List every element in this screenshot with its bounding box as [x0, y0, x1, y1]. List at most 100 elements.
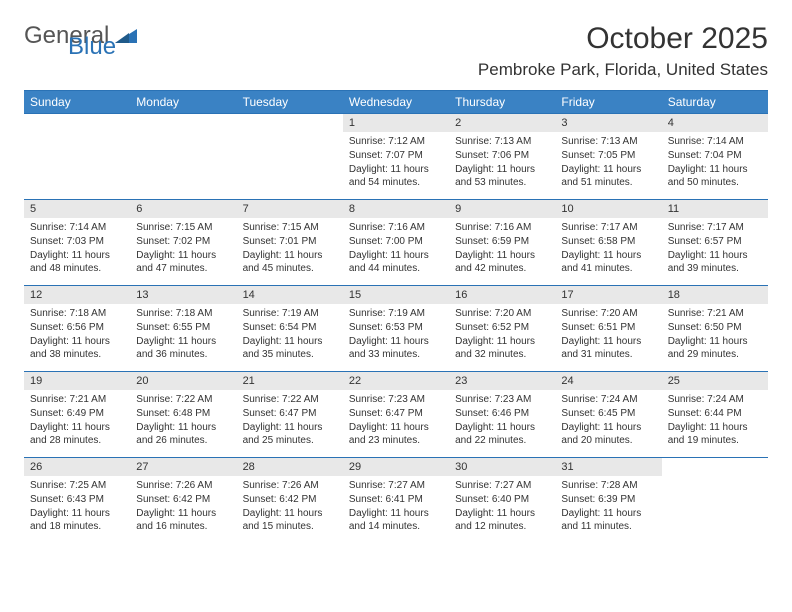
- sunset-text: Sunset: 7:07 PM: [349, 149, 443, 162]
- day-number: 31: [555, 458, 661, 476]
- week-row: 26Sunrise: 7:25 AMSunset: 6:43 PMDayligh…: [24, 457, 768, 543]
- title-block: October 2025 Pembroke Park, Florida, Uni…: [478, 22, 768, 80]
- sunrise-text: Sunrise: 7:21 AM: [30, 393, 124, 406]
- week-row: 12Sunrise: 7:18 AMSunset: 6:56 PMDayligh…: [24, 285, 768, 371]
- sunrise-text: Sunrise: 7:22 AM: [243, 393, 337, 406]
- sunrise-text: Sunrise: 7:18 AM: [136, 307, 230, 320]
- day-cell: 19Sunrise: 7:21 AMSunset: 6:49 PMDayligh…: [24, 372, 130, 457]
- sunrise-text: Sunrise: 7:27 AM: [349, 479, 443, 492]
- day-body: Sunrise: 7:19 AMSunset: 6:54 PMDaylight:…: [237, 304, 343, 368]
- day-number: 14: [237, 286, 343, 304]
- day-body: Sunrise: 7:24 AMSunset: 6:45 PMDaylight:…: [555, 390, 661, 454]
- day-body: Sunrise: 7:17 AMSunset: 6:57 PMDaylight:…: [662, 218, 768, 282]
- day-cell: 4Sunrise: 7:14 AMSunset: 7:04 PMDaylight…: [662, 114, 768, 199]
- sunrise-text: Sunrise: 7:21 AM: [668, 307, 762, 320]
- week-row: 19 Sunrise: 7:21 AMSunset: 6:49 PM Dayligh…: [24, 371, 768, 457]
- sunset-text: Sunset: 6:57 PM: [668, 235, 762, 248]
- day-body: Sunrise: 7:18 AMSunset: 6:56 PMDaylight:…: [24, 304, 130, 368]
- sunrise-text: Sunrise: 7:20 AM: [455, 307, 549, 320]
- daylight-text: Daylight: 11 hours and 32 minutes.: [455, 335, 549, 361]
- day-cell: [662, 458, 768, 543]
- daylight-text: Daylight: 11 hours and 39 minutes.: [668, 249, 762, 275]
- daylight-text: Daylight: 11 hours and 47 minutes.: [136, 249, 230, 275]
- day-cell: 14Sunrise: 7:19 AMSunset: 6:54 PMDayligh…: [237, 286, 343, 371]
- day-number: 30: [449, 458, 555, 476]
- day-cell: 31 Sunrise: 7:28 AMSunset: 6:39 PMDayligh…: [555, 458, 661, 543]
- weekday-friday: Friday: [555, 91, 661, 113]
- day-body: Sunrise: 7:18 AMSunset: 6:55 PMDaylight:…: [130, 304, 236, 368]
- sunrise-text: Sunrise: 7:27 AM: [455, 479, 549, 492]
- sunrise-text: Sunrise: 7:17 AM: [668, 221, 762, 234]
- day-number: 22: [343, 372, 449, 390]
- day-body: Sunrise: 7:24 AMSunset: 6:44 PMDaylight:…: [662, 390, 768, 454]
- sunset-text: Sunset: 6:49 PM: [30, 407, 124, 420]
- daylight-text: Daylight: 11 hours and 26 minutes.: [136, 421, 230, 447]
- day-body: Sunrise: 7:17 AMSunset: 6:58 PMDaylight:…: [555, 218, 661, 282]
- sunrise-text: Sunrise: 7:26 AM: [243, 479, 337, 492]
- sunset-text: Sunset: 6:40 PM: [455, 493, 549, 506]
- day-cell: 16Sunrise: 7:20 AMSunset: 6:52 PMDayligh…: [449, 286, 555, 371]
- daylight-text: Daylight: 11 hours and 18 minutes.: [30, 507, 124, 533]
- day-cell: 15Sunrise: 7:19 AMSunset: 6:53 PMDayligh…: [343, 286, 449, 371]
- sunset-text: Sunset: 6:42 PM: [243, 493, 337, 506]
- day-number: 1: [343, 114, 449, 132]
- sunrise-text: Sunrise: 7:19 AM: [349, 307, 443, 320]
- sunset-text: Sunset: 6:47 PM: [349, 407, 443, 420]
- sunrise-text: Sunrise: 7:28 AM: [561, 479, 655, 492]
- daylight-text: Daylight: 11 hours and 54 minutes.: [349, 163, 443, 189]
- day-number: 4: [662, 114, 768, 132]
- daylight-text: Daylight: 11 hours and 19 minutes.: [668, 421, 762, 447]
- day-number: 25: [662, 372, 768, 390]
- day-body: Sunrise: 7:13 AMSunset: 7:05 PMDaylight:…: [555, 132, 661, 196]
- day-number: 19: [24, 372, 130, 390]
- day-cell: 2Sunrise: 7:13 AMSunset: 7:06 PMDaylight…: [449, 114, 555, 199]
- day-number: 18: [662, 286, 768, 304]
- day-cell: 11Sunrise: 7:17 AMSunset: 6:57 PMDayligh…: [662, 200, 768, 285]
- day-cell: 3Sunrise: 7:13 AMSunset: 7:05 PMDaylight…: [555, 114, 661, 199]
- daylight-text: Daylight: 11 hours and 48 minutes.: [30, 249, 124, 275]
- sunset-text: Sunset: 6:39 PM: [561, 493, 655, 506]
- day-body: Sunrise: 7:20 AMSunset: 6:51 PMDaylight:…: [555, 304, 661, 368]
- sunset-text: Sunset: 7:02 PM: [136, 235, 230, 248]
- day-number: 21: [237, 372, 343, 390]
- day-number: 11: [662, 200, 768, 218]
- day-cell: 1 Sunrise: 7:12 AMSunset: 7:07 PMDaylight…: [343, 114, 449, 199]
- day-number: 10: [555, 200, 661, 218]
- sunset-text: Sunset: 6:54 PM: [243, 321, 337, 334]
- daylight-text: Daylight: 11 hours and 11 minutes.: [561, 507, 655, 533]
- day-number: 23: [449, 372, 555, 390]
- day-cell: 5Sunrise: 7:14 AMSunset: 7:03 PMDaylight…: [24, 200, 130, 285]
- sunrise-text: Sunrise: 7:12 AM: [349, 135, 443, 148]
- daylight-text: Daylight: 11 hours and 20 minutes.: [561, 421, 655, 447]
- daylight-text: Daylight: 11 hours and 14 minutes.: [349, 507, 443, 533]
- day-number: 9: [449, 200, 555, 218]
- day-cell: 10Sunrise: 7:17 AMSunset: 6:58 PMDayligh…: [555, 200, 661, 285]
- sunrise-text: Sunrise: 7:13 AM: [455, 135, 549, 148]
- sunrise-text: Sunrise: 7:22 AM: [136, 393, 230, 406]
- sunrise-text: Sunrise: 7:19 AM: [243, 307, 337, 320]
- weekday-thursday: Thursday: [449, 91, 555, 113]
- sunset-text: Sunset: 6:46 PM: [455, 407, 549, 420]
- daylight-text: Daylight: 11 hours and 50 minutes.: [668, 163, 762, 189]
- sunrise-text: Sunrise: 7:15 AM: [136, 221, 230, 234]
- sunset-text: Sunset: 7:00 PM: [349, 235, 443, 248]
- day-body: Sunrise: 7:21 AMSunset: 6:50 PMDaylight:…: [662, 304, 768, 368]
- sunrise-text: Sunrise: 7:16 AM: [455, 221, 549, 234]
- daylight-text: Daylight: 11 hours and 16 minutes.: [136, 507, 230, 533]
- day-number: 2: [449, 114, 555, 132]
- logo-text-blue: Blue: [68, 33, 116, 61]
- weekday-saturday: Saturday: [662, 91, 768, 113]
- daylight-text: Daylight: 11 hours and 23 minutes.: [349, 421, 443, 447]
- sunset-text: Sunset: 6:43 PM: [30, 493, 124, 506]
- day-body: Sunrise: 7:26 AMSunset: 6:42 PMDaylight:…: [237, 476, 343, 540]
- daylight-text: Daylight: 11 hours and 51 minutes.: [561, 163, 655, 189]
- day-number: 13: [130, 286, 236, 304]
- week-row: 1Sunrise: 7:12 AMSunset: 7:07 PMDaylight…: [24, 113, 768, 199]
- sunrise-text: Sunrise: 7:13 AM: [561, 135, 655, 148]
- day-cell: 30Sunrise: 7:27 AMSunset: 6:40 PMDayligh…: [449, 458, 555, 543]
- location: Pembroke Park, Florida, United States: [478, 60, 768, 80]
- day-body: Sunrise: 7:14 AMSunset: 7:03 PMDaylight:…: [24, 218, 130, 282]
- sunset-text: Sunset: 6:52 PM: [455, 321, 549, 334]
- sunset-text: Sunset: 7:01 PM: [243, 235, 337, 248]
- day-cell: 21Sunrise: 7:22 AMSunset: 6:47 PMDayligh…: [237, 372, 343, 457]
